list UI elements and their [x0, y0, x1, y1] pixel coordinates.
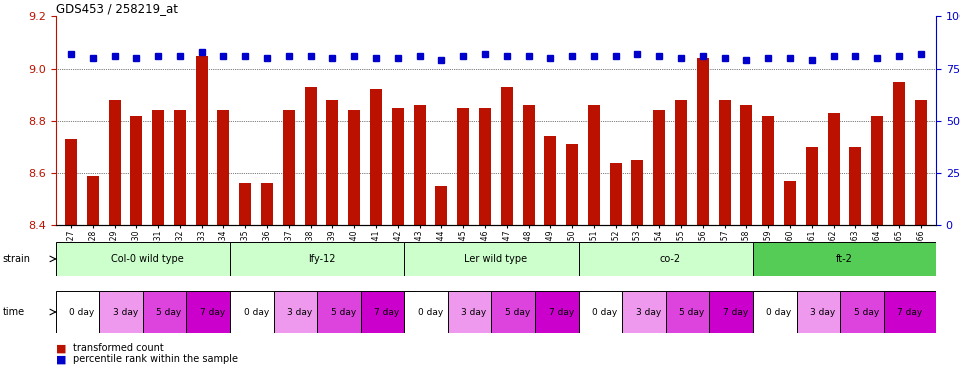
- Bar: [501, 87, 513, 225]
- Bar: [666, 291, 718, 333]
- Bar: [492, 291, 543, 333]
- Bar: [871, 116, 883, 225]
- Bar: [753, 242, 936, 276]
- Bar: [893, 82, 905, 225]
- Bar: [740, 105, 753, 225]
- Text: 3 day: 3 day: [287, 307, 312, 317]
- Text: transformed count: transformed count: [73, 343, 164, 354]
- Bar: [566, 144, 578, 225]
- Text: co-2: co-2: [660, 254, 681, 264]
- Text: 5 day: 5 day: [853, 307, 879, 317]
- Bar: [392, 108, 404, 225]
- Bar: [632, 160, 643, 225]
- Text: 5 day: 5 day: [330, 307, 356, 317]
- Bar: [753, 291, 805, 333]
- Bar: [884, 291, 936, 333]
- Text: 7 day: 7 day: [723, 307, 748, 317]
- Bar: [414, 105, 425, 225]
- Text: 7 day: 7 day: [548, 307, 574, 317]
- Text: 0 day: 0 day: [69, 307, 94, 317]
- Bar: [348, 111, 360, 225]
- Text: 3 day: 3 day: [462, 307, 487, 317]
- Bar: [579, 291, 631, 333]
- Bar: [535, 291, 588, 333]
- Bar: [653, 111, 665, 225]
- Bar: [784, 181, 796, 225]
- Text: 0 day: 0 day: [244, 307, 269, 317]
- Bar: [230, 242, 413, 276]
- Bar: [86, 176, 99, 225]
- Text: 0 day: 0 day: [592, 307, 617, 317]
- Bar: [361, 291, 413, 333]
- Bar: [675, 100, 687, 225]
- Bar: [544, 137, 556, 225]
- Bar: [370, 90, 382, 225]
- Text: 5 day: 5 day: [680, 307, 705, 317]
- Bar: [108, 100, 121, 225]
- Text: 0 day: 0 day: [418, 307, 444, 317]
- Bar: [56, 242, 239, 276]
- Text: 3 day: 3 day: [636, 307, 661, 317]
- Text: ■: ■: [56, 343, 66, 354]
- Bar: [479, 108, 491, 225]
- Bar: [304, 87, 317, 225]
- Bar: [99, 291, 152, 333]
- Bar: [448, 291, 500, 333]
- Bar: [457, 108, 469, 225]
- Bar: [797, 291, 849, 333]
- Bar: [283, 111, 295, 225]
- Bar: [588, 105, 600, 225]
- Bar: [805, 147, 818, 225]
- Bar: [709, 291, 761, 333]
- Bar: [65, 139, 77, 225]
- Bar: [317, 291, 370, 333]
- Bar: [196, 56, 207, 225]
- Bar: [174, 111, 186, 225]
- Text: ■: ■: [56, 354, 66, 365]
- Text: 5 day: 5 day: [505, 307, 530, 317]
- Bar: [218, 111, 229, 225]
- Bar: [143, 291, 195, 333]
- Bar: [436, 186, 447, 225]
- Bar: [579, 242, 761, 276]
- Text: time: time: [3, 307, 25, 317]
- Text: strain: strain: [3, 254, 31, 264]
- Bar: [261, 183, 273, 225]
- Text: 0 day: 0 day: [766, 307, 792, 317]
- Bar: [915, 100, 926, 225]
- Bar: [131, 116, 142, 225]
- Bar: [274, 291, 325, 333]
- Bar: [719, 100, 731, 225]
- Bar: [404, 291, 457, 333]
- Bar: [828, 113, 840, 225]
- Text: lfy-12: lfy-12: [308, 254, 335, 264]
- Bar: [326, 100, 339, 225]
- Bar: [230, 291, 282, 333]
- Text: 3 day: 3 day: [112, 307, 138, 317]
- Bar: [697, 58, 708, 225]
- Text: Ler wild type: Ler wild type: [465, 254, 527, 264]
- Bar: [404, 242, 588, 276]
- Bar: [152, 111, 164, 225]
- Text: 3 day: 3 day: [810, 307, 835, 317]
- Bar: [56, 291, 108, 333]
- Text: 7 day: 7 day: [200, 307, 226, 317]
- Bar: [850, 147, 861, 225]
- Bar: [239, 183, 252, 225]
- Bar: [522, 105, 535, 225]
- Bar: [840, 291, 893, 333]
- Text: 7 day: 7 day: [374, 307, 399, 317]
- Bar: [610, 163, 622, 225]
- Text: GDS453 / 258219_at: GDS453 / 258219_at: [56, 2, 178, 15]
- Bar: [186, 291, 239, 333]
- Bar: [622, 291, 675, 333]
- Text: Col-0 wild type: Col-0 wild type: [110, 254, 183, 264]
- Bar: [762, 116, 774, 225]
- Text: percentile rank within the sample: percentile rank within the sample: [73, 354, 238, 365]
- Text: 5 day: 5 day: [156, 307, 181, 317]
- Text: ft-2: ft-2: [836, 254, 852, 264]
- Text: 7 day: 7 day: [898, 307, 923, 317]
